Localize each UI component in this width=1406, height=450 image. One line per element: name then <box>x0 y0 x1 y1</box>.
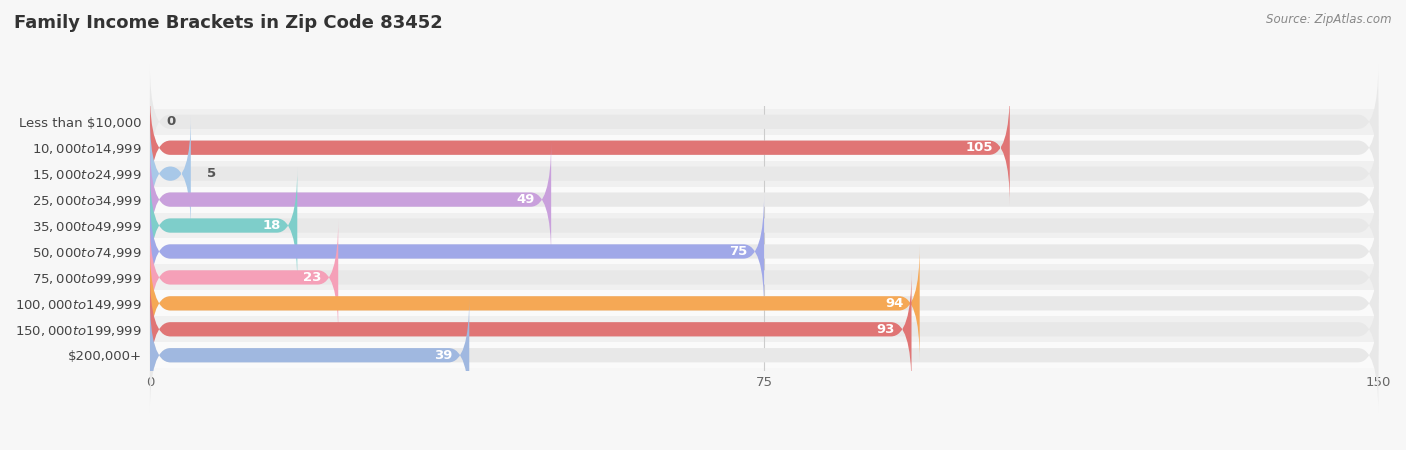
Text: Family Income Brackets in Zip Code 83452: Family Income Brackets in Zip Code 83452 <box>14 14 443 32</box>
Bar <box>108 238 1406 265</box>
FancyBboxPatch shape <box>150 64 1378 180</box>
Bar <box>108 342 1406 368</box>
Bar <box>108 109 1406 135</box>
Text: 39: 39 <box>434 349 453 362</box>
FancyBboxPatch shape <box>150 246 920 361</box>
Text: 94: 94 <box>884 297 903 310</box>
Text: 0: 0 <box>166 115 176 128</box>
FancyBboxPatch shape <box>150 142 551 257</box>
Text: 93: 93 <box>877 323 896 336</box>
FancyBboxPatch shape <box>150 90 1378 206</box>
FancyBboxPatch shape <box>150 246 1378 361</box>
Bar <box>108 316 1406 342</box>
FancyBboxPatch shape <box>150 194 763 309</box>
Text: 49: 49 <box>516 193 534 206</box>
FancyBboxPatch shape <box>150 271 1378 387</box>
FancyBboxPatch shape <box>150 168 1378 283</box>
FancyBboxPatch shape <box>150 194 1378 309</box>
FancyBboxPatch shape <box>150 116 1378 231</box>
Bar <box>108 161 1406 187</box>
Text: 23: 23 <box>304 271 322 284</box>
Text: 5: 5 <box>207 167 217 180</box>
FancyBboxPatch shape <box>150 297 470 413</box>
Bar <box>108 265 1406 290</box>
Text: Source: ZipAtlas.com: Source: ZipAtlas.com <box>1267 14 1392 27</box>
FancyBboxPatch shape <box>150 90 1010 206</box>
Bar <box>108 187 1406 212</box>
FancyBboxPatch shape <box>150 271 911 387</box>
FancyBboxPatch shape <box>150 297 1378 413</box>
FancyBboxPatch shape <box>150 116 191 231</box>
FancyBboxPatch shape <box>150 142 1378 257</box>
Text: 105: 105 <box>966 141 994 154</box>
Text: 75: 75 <box>730 245 748 258</box>
FancyBboxPatch shape <box>150 168 297 283</box>
FancyBboxPatch shape <box>150 220 339 335</box>
Bar <box>108 135 1406 161</box>
Bar <box>108 290 1406 316</box>
FancyBboxPatch shape <box>150 220 1378 335</box>
Text: 18: 18 <box>263 219 281 232</box>
Bar <box>108 212 1406 238</box>
